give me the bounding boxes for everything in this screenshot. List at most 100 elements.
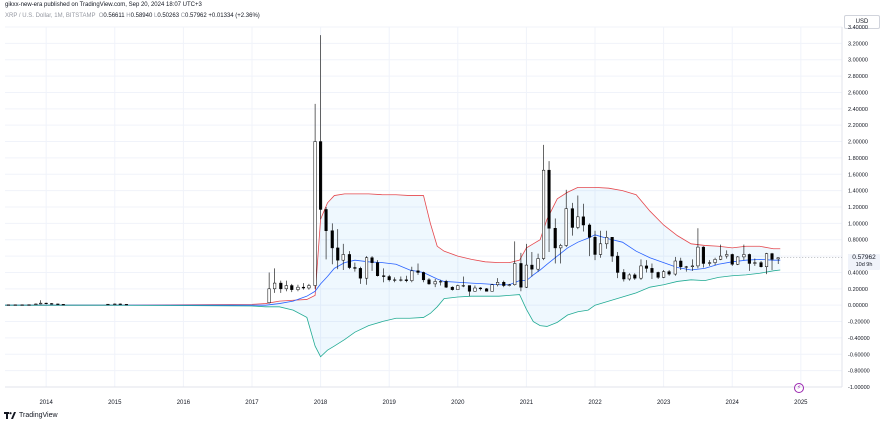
candle-body [701,246,705,264]
candle-body [439,281,443,283]
y-tick-label: 2.40000 [848,107,868,113]
last-price-value: 0.57962 [852,253,876,261]
candle-body [536,258,540,270]
candle-body [353,267,357,269]
last-price-label: 0.57962 10d 9h [848,253,880,270]
y-tick-label: 0.40000 [848,270,868,276]
candle-body [542,169,546,259]
candle-body [502,282,506,286]
x-tick-label: 2014 [39,400,53,406]
x-tick-label: 2017 [245,400,259,406]
candle-body [713,259,717,263]
candle-body [473,287,477,292]
candle-body [13,304,17,306]
candle-body [313,141,317,286]
candle-body [347,254,351,268]
candle-body [393,279,397,281]
candle-body [656,272,660,278]
candle-body [416,270,420,273]
band-fill [5,187,781,357]
currency-button[interactable]: USD [844,15,880,29]
low-value: 0.50263 [157,13,180,19]
candle-body [39,302,43,305]
upper-band-line [5,186,781,306]
candle-body [61,304,65,306]
candle-body [719,255,723,260]
candle-body [708,262,712,264]
candle-body [587,224,592,238]
x-tick-label: 2016 [177,400,191,406]
candle-body [485,288,489,292]
candle-body [106,303,110,306]
y-tick-label: 3.20000 [848,41,868,47]
candle-body [467,285,472,292]
candle-body [461,285,465,287]
candle-body [627,274,631,280]
x-tick-label: 2025 [794,400,808,406]
candle-body [399,279,403,281]
candle-body [382,275,386,277]
y-tick-label: -0.20000 [848,320,870,326]
tradingview-logo[interactable]: TradingView [4,412,58,419]
candle-body [593,237,597,255]
candle-body [490,284,494,292]
y-tick-label: 1.40000 [848,189,868,195]
candle-body [730,254,734,265]
y-tick-label: 0.20000 [848,287,868,293]
candle-body [496,282,500,285]
y-tick-label: 1.20000 [848,205,868,211]
candle-body [290,285,294,290]
candle-body [753,262,757,264]
candle-body [273,282,277,290]
x-tick-label: 2022 [588,400,602,406]
candle-body [570,208,574,228]
candle-body [284,285,288,290]
y-tick-label: -0.40000 [848,336,870,342]
candle-body [581,216,585,226]
candle-body [27,304,31,306]
candle-body [667,271,671,275]
candle-body [559,245,563,249]
candle-body [456,285,460,290]
symbol-ohlc-line: XRP / U.S. Dollar, 1M, BITSTAMP O0.56611… [5,13,260,19]
y-tick-label: -0.60000 [848,352,870,358]
candle-body [113,303,117,305]
candle-body [759,262,763,267]
y-tick-label: 0.00000 [848,303,868,309]
candle-body [124,304,128,306]
candle-body [605,237,609,245]
candle-body [764,253,769,267]
candle-body [662,271,666,278]
candle-body [330,230,334,249]
x-tick-label: 2020 [451,400,465,406]
y-tick-label: 1.60000 [848,172,868,178]
x-tick-label: 2021 [520,400,534,406]
candle-body [478,287,482,290]
symbol-name: XRP / U.S. Dollar, 1M, BITSTAMP [5,13,96,19]
candle-body [267,288,271,303]
candle-body [553,228,557,249]
y-tick-label: 2.60000 [848,90,868,96]
candle-body [524,264,528,288]
candle-body [530,264,534,270]
lightning-icon[interactable]: ⚡ [794,383,804,393]
candle-body [444,281,448,288]
close-value: 0.57962 [185,13,207,19]
candle-body [650,268,654,273]
y-tick-label: 2.80000 [848,74,868,80]
candle-body [421,272,426,281]
brand-name: TradingView [19,412,58,419]
candle-body [56,303,60,305]
y-tick-label: 3.40000 [848,25,868,31]
candle-body [44,302,48,304]
candle-body [507,284,511,286]
candle-body [387,276,391,281]
lower-band-line [5,269,781,358]
candle-body [427,279,431,285]
candle-body [370,257,374,263]
open-value: 0.56611 [103,13,125,19]
publish-info: gikxx-new-era published on TradingView.c… [5,2,202,8]
y-tick-label: 3.00000 [848,58,868,64]
candle-body [639,265,643,279]
